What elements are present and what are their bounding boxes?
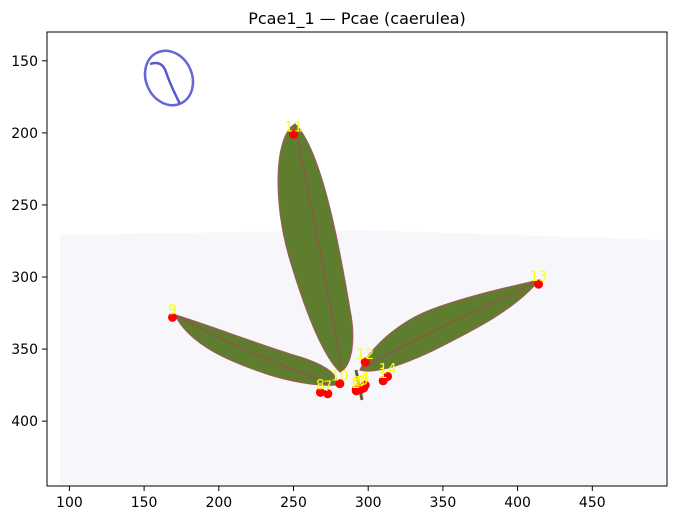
landmark-label-2: 2 (352, 376, 361, 392)
x-tick-label: 450 (579, 495, 606, 511)
landmark-label-1: 1 (379, 366, 388, 382)
landmark-label-12: 12 (356, 347, 374, 363)
landmark-label-13: 13 (530, 269, 548, 285)
landmark-point-11 (289, 129, 299, 139)
x-tick-label: 200 (205, 495, 232, 511)
landmark-point-7 (323, 389, 333, 399)
x-tick-label: 400 (504, 495, 531, 511)
x-tick-label: 150 (131, 495, 158, 511)
landmark-point-9 (167, 312, 177, 322)
landmark-label-5: 5 (356, 374, 365, 390)
landmark-label-10: 10 (331, 369, 349, 385)
y-tick-label: 200 (11, 126, 38, 142)
y-tick-label: 300 (11, 270, 38, 286)
x-tick-label: 300 (355, 495, 382, 511)
landmark-label-14: 14 (379, 361, 397, 377)
landmark-point-1 (378, 376, 388, 386)
y-tick-label: 400 (11, 414, 38, 430)
leaf-right (359, 279, 541, 372)
landmark-label-3: 3 (359, 373, 368, 389)
x-tick-label: 250 (280, 495, 307, 511)
x-tick-label: 350 (430, 495, 457, 511)
landmark-point-8 (315, 387, 325, 397)
landmark-label-4: 4 (361, 370, 370, 386)
landmark-point-6 (351, 384, 361, 394)
landmark-point-10 (335, 379, 345, 389)
y-tick-label: 250 (11, 198, 38, 214)
landmark-point-12 (360, 357, 370, 367)
handwritten-mark (143, 49, 195, 107)
leaf-vertical (277, 123, 354, 373)
landmark-label-8: 8 (316, 377, 325, 393)
landmark-label-7: 7 (323, 379, 332, 395)
y-tick-label: 150 (11, 54, 38, 70)
leaf-stem (354, 369, 364, 401)
chart-title: Pcae1_1 — Pcae (caerulea) (248, 9, 466, 29)
x-tick-label: 100 (56, 495, 83, 511)
x-axis: 100 150 200 250 300 350 400 450 (56, 486, 606, 511)
plot-image (47, 32, 667, 486)
y-tick-label: 350 (11, 342, 38, 358)
landmark-point-13 (534, 279, 544, 289)
landmark-label-9: 9 (168, 302, 177, 318)
plot-frame (46, 31, 668, 487)
landmark-label-6: 6 (352, 374, 361, 390)
y-axis: 150 200 250 300 350 400 (11, 54, 47, 430)
landmark-label-11: 11 (285, 119, 303, 135)
